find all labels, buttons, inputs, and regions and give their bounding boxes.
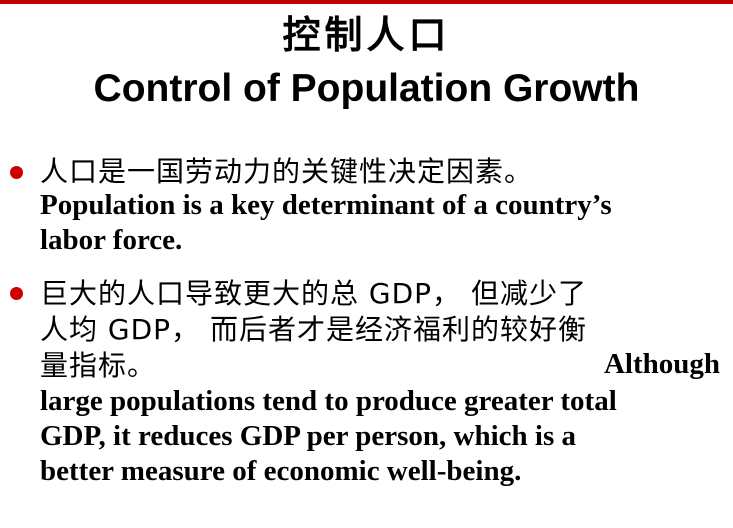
bullet-2-mixed-line: 量指标。 Although — [40, 348, 730, 384]
bullet-2-zh-line-2: 人均 GDP， 而后者才是经济福利的较好衡 — [40, 313, 587, 346]
bullet-1-en-line-1: Population is a key determinant of a cou… — [40, 189, 612, 221]
bullet-2-en-line-2: GDP, it reduces GDP per person, which is… — [40, 420, 576, 452]
slide-title-english: Control of Population Growth — [93, 67, 640, 110]
bullet-2-en-line-1: large populations tend to produce greate… — [40, 385, 617, 417]
bullet-1-zh-line-1: 人口是一国劳动力的关键性决定因素。 — [40, 155, 534, 188]
bullet-body-2: 巨大的人口导致更大的总 GDP， 但减少了 人均 GDP， 而后者才是经济福利的… — [40, 276, 730, 489]
bullet-dot-icon — [10, 166, 23, 179]
bullet-body-1: 人口是一国劳动力的关键性决定因素。 Population is a key de… — [40, 154, 730, 258]
bullet-2-en-line-3: better measure of economic well-being. — [40, 455, 522, 487]
slide-title-chinese: 控制人口 — [282, 13, 451, 57]
bullet-2-zh-line-3: 量指标。 — [40, 349, 157, 382]
bullet-2-zh-line-1: 巨大的人口导致更大的总 GDP， 但减少了 — [40, 277, 587, 310]
top-accent-rule — [0, 0, 733, 4]
bullet-dot-icon — [10, 287, 23, 300]
bullet-2-en-inline: Although — [603, 348, 720, 380]
bullet-1-en-line-2: labor force. — [40, 224, 183, 256]
